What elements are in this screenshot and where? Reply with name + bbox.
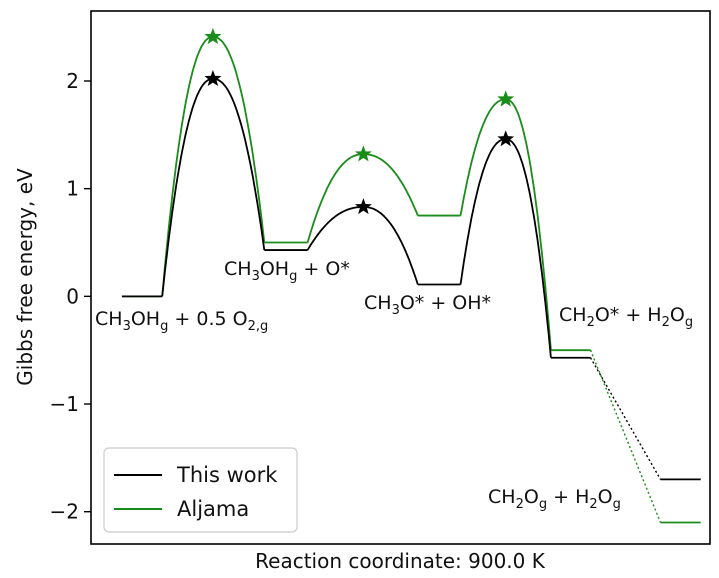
desorption-step [589,349,662,523]
subscript: 2 [587,315,595,330]
subscript: 3 [252,269,260,284]
species-label-s2: CH3O* + OH* [364,292,491,318]
transition-state-marker [204,69,222,86]
y-axis-ticks: −2 −1 0 1 2 [50,69,91,524]
transition-state-marker [354,198,372,215]
formula-text: CH [95,308,123,330]
series-this-work [121,69,701,481]
species-label-s3: CH2O* + H2Og [559,304,693,330]
barrier-curve [306,153,419,243]
y-tick-label: 1 [66,177,79,201]
formula-text: O* + OH* [400,292,491,314]
transition-state-marker [204,27,222,44]
y-tick-label: 0 [66,284,79,308]
transition-state-marker [497,130,515,147]
legend: This work Aljama [103,447,298,533]
transition-state-marker [354,145,372,162]
formula-text: CH [224,258,252,280]
subscript: g [539,497,547,512]
subscript: 2 [589,497,597,512]
formula-text: + H [547,486,589,508]
subscript: 2,g [248,319,269,334]
series-layer [121,27,701,524]
formula-text: O [598,486,613,508]
formula-text: OH [131,308,160,330]
subscript: 3 [392,303,400,318]
plot-frame [90,10,711,545]
formula-text: O [670,304,685,326]
x-axis-label: Reaction coordinate: 900.0 K [255,549,546,573]
subscript: g [685,315,693,330]
barrier-curve [459,138,552,358]
y-tick-label: 2 [66,69,79,93]
formula-text: + 0.5 O [168,308,247,330]
desorption-step [589,357,662,480]
y-tick-label: −1 [50,392,79,416]
subscript: 2 [516,497,524,512]
species-label-s0: CH3OHg + 0.5 O2,g [95,308,268,334]
series-aljama [121,27,701,524]
subscript: g [289,269,297,284]
transition-state-marker [497,90,515,107]
legend-label: This work [176,463,278,487]
subscript: 3 [123,319,131,334]
species-label-s4: CH2Og + H2Og [488,486,621,512]
y-axis-label: Gibbs free energy, eV [13,168,37,386]
formula-text: OH [260,258,289,280]
subscript: g [160,319,168,334]
formula-text: CH [559,304,587,326]
subscript: g [613,497,621,512]
subscript: 2 [662,315,670,330]
species-label-s1: CH3OHg + O* [224,258,350,284]
formula-text: + O* [297,258,349,280]
formula-text: CH [488,486,516,508]
legend-label: Aljama [177,497,249,521]
y-tick-label: −2 [50,500,79,524]
legend-box [103,447,298,533]
formula-text: O [524,486,539,508]
formula-text: O* + H [595,304,662,326]
formula-text: CH [364,292,392,314]
